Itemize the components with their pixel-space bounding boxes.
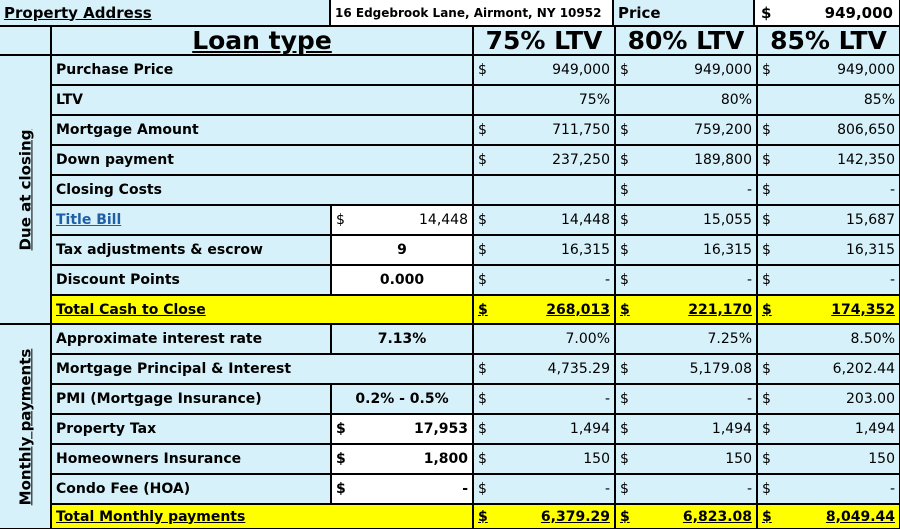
pmi-range: 0.2% - 0.5%	[331, 384, 473, 414]
interest-rate-input[interactable]: 7.13%	[331, 324, 473, 354]
row-label-closing-costs: Closing Costs	[51, 175, 473, 205]
title-bill-80: $15,055	[615, 205, 757, 235]
title-bill-input[interactable]: $14,448	[331, 205, 473, 235]
homeowners-insurance-85: $150	[757, 444, 900, 474]
mortgage-amount-75: $711,750	[473, 115, 615, 145]
discount-points-85: $ -	[757, 265, 900, 295]
interest-rate-75: 7.00%	[473, 324, 615, 354]
property-tax-85: $1,494	[757, 414, 900, 444]
row-label-discount-points: Discount Points	[51, 265, 331, 295]
down-payment-80: $189,800	[615, 145, 757, 175]
row-label-interest-rate: Approximate interest rate	[51, 324, 331, 354]
title-bill-link[interactable]: Title Bill	[56, 212, 122, 228]
down-payment-75: $237,250	[473, 145, 615, 175]
row-label-mortgage-amount: Mortgage Amount	[51, 115, 473, 145]
closing-costs-80: $ -	[615, 175, 757, 205]
ltv-85: 85%	[757, 85, 900, 115]
section-monthly-payments: Monthly payments	[0, 324, 51, 529]
purchase-price-80: $949,000	[615, 55, 757, 85]
principal-interest-75: $4,735.29	[473, 354, 615, 384]
title-bill-75: $14,448	[473, 205, 615, 235]
homeowners-insurance-75: $150	[473, 444, 615, 474]
price-currency: $	[761, 3, 772, 22]
row-label-condo-fee: Condo Fee (HOA)	[51, 474, 331, 504]
row-label-purchase-price: Purchase Price	[51, 55, 473, 85]
condo-fee-85: $ -	[757, 474, 900, 504]
interest-rate-85: 8.50%	[757, 324, 900, 354]
purchase-price-75: $949,000	[473, 55, 615, 85]
principal-interest-80: $5,179.08	[615, 354, 757, 384]
price-value: 949,000	[824, 3, 893, 22]
total-cash-85: $174,352	[757, 295, 900, 324]
row-label-pmi: PMI (Mortgage Insurance)	[51, 384, 331, 414]
row-label-tax-adjustments: Tax adjustments & escrow	[51, 235, 331, 265]
pmi-85: $203.00	[757, 384, 900, 414]
row-label-title-bill[interactable]: Title Bill	[51, 205, 331, 235]
property-tax-75: $1,494	[473, 414, 615, 444]
price-input[interactable]: $ 949,000	[754, 0, 900, 26]
price-label: Price	[613, 0, 754, 26]
row-label-homeowners-insurance: Homeowners Insurance	[51, 444, 331, 474]
condo-fee-input[interactable]: $ -	[331, 474, 473, 504]
ltv-85-header: 85% LTV	[757, 26, 900, 55]
tax-adjustments-75: $16,315	[473, 235, 615, 265]
ltv-75: 75%	[473, 85, 615, 115]
total-cash-75: $268,013	[473, 295, 615, 324]
row-label-principal-interest: Mortgage Principal & Interest	[51, 354, 473, 384]
property-tax-80: $1,494	[615, 414, 757, 444]
title-bill-85: $15,687	[757, 205, 900, 235]
mortgage-amount-85: $806,650	[757, 115, 900, 145]
pmi-75: $ -	[473, 384, 615, 414]
total-cash-80: $221,170	[615, 295, 757, 324]
purchase-price-85: $949,000	[757, 55, 900, 85]
discount-points-80: $ -	[615, 265, 757, 295]
total-monthly-75: $6,379.29	[473, 504, 615, 529]
homeowners-insurance-80: $150	[615, 444, 757, 474]
row-label-total-monthly: Total Monthly payments	[51, 504, 473, 529]
down-payment-85: $142,350	[757, 145, 900, 175]
pmi-80: $ -	[615, 384, 757, 414]
total-monthly-80: $6,823.08	[615, 504, 757, 529]
closing-costs-85: $ -	[757, 175, 900, 205]
mortgage-amount-80: $759,200	[615, 115, 757, 145]
corner-cell	[0, 26, 51, 55]
discount-points-input[interactable]: 0.000	[331, 265, 473, 295]
interest-rate-80: 7.25%	[615, 324, 757, 354]
ltv-80: 80%	[615, 85, 757, 115]
ltv-75-header: 75% LTV	[473, 26, 615, 55]
row-label-ltv: LTV	[51, 85, 473, 115]
row-label-total-cash-to-close: Total Cash to Close	[51, 295, 473, 324]
ltv-80-header: 80% LTV	[615, 26, 757, 55]
property-tax-input[interactable]: $17,953	[331, 414, 473, 444]
property-address-label: Property Address	[0, 0, 330, 26]
closing-costs-75	[473, 175, 615, 205]
tax-adjustments-85: $16,315	[757, 235, 900, 265]
condo-fee-80: $ -	[615, 474, 757, 504]
tax-adjustments-80: $16,315	[615, 235, 757, 265]
condo-fee-75: $ -	[473, 474, 615, 504]
tax-adjustments-input[interactable]: 9	[331, 235, 473, 265]
principal-interest-85: $6,202.44	[757, 354, 900, 384]
section-due-at-closing: Due at closing	[0, 55, 51, 324]
row-label-down-payment: Down payment	[51, 145, 473, 175]
loan-type-header: Loan type	[51, 26, 473, 55]
property-address-value[interactable]: 16 Edgebrook Lane, Airmont, NY 10952	[330, 0, 613, 26]
discount-points-75: $ -	[473, 265, 615, 295]
total-monthly-85: $8,049.44	[757, 504, 900, 529]
homeowners-insurance-input[interactable]: $1,800	[331, 444, 473, 474]
row-label-property-tax: Property Tax	[51, 414, 331, 444]
